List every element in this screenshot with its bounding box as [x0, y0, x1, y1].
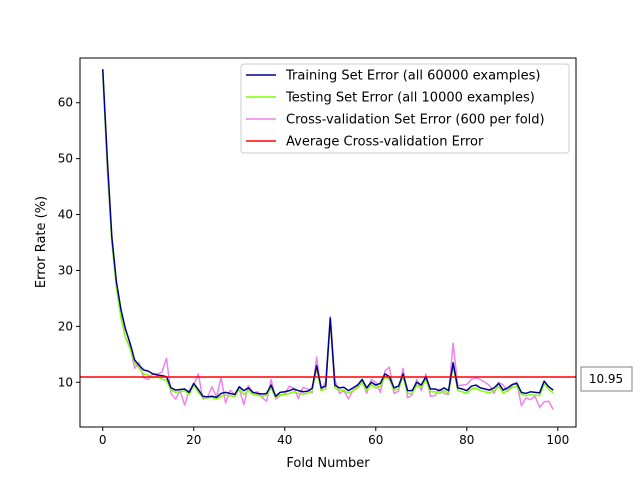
series-line-1 [102, 69, 554, 399]
x-tick-label: 40 [277, 433, 292, 447]
y-tick-label: 40 [58, 208, 73, 222]
x-tick-label: 0 [99, 433, 107, 447]
y-tick-label: 20 [58, 319, 73, 333]
legend: Training Set Error (all 60000 examples) T… [240, 63, 570, 154]
x-axis-label: Fold Number [286, 456, 370, 471]
average-annotation-box [580, 366, 633, 392]
series-layer [102, 69, 554, 411]
legend-label-3: Cross-validation Set Error (600 per fold… [286, 113, 545, 128]
x-tick-label: 80 [459, 433, 474, 447]
x-tick-label: 20 [186, 433, 201, 447]
y-tick-label: 10 [58, 375, 73, 389]
y-tick-label: 30 [58, 263, 73, 277]
x-tick-label: 100 [546, 433, 569, 447]
legend-label-2: Testing Set Error (all 10000 examples) [285, 91, 535, 106]
average-annotation: 10.95 [580, 366, 633, 392]
y-ticks: 10 20 30 40 50 60 [58, 96, 80, 389]
legend-label-1: Training Set Error (all 60000 examples) [285, 69, 540, 84]
y-tick-label: 50 [58, 152, 73, 166]
average-annotation-text: 10.95 [589, 372, 623, 386]
y-tick-label: 60 [58, 96, 73, 110]
legend-label-4: Average Cross-validation Error [286, 135, 484, 150]
legend-frame [240, 63, 570, 154]
y-axis-label: Error Rate (%) [34, 196, 49, 288]
plot-frame [79, 57, 577, 428]
x-ticks: 0 20 40 60 80 100 [99, 427, 569, 447]
x-tick-label: 60 [368, 433, 383, 447]
